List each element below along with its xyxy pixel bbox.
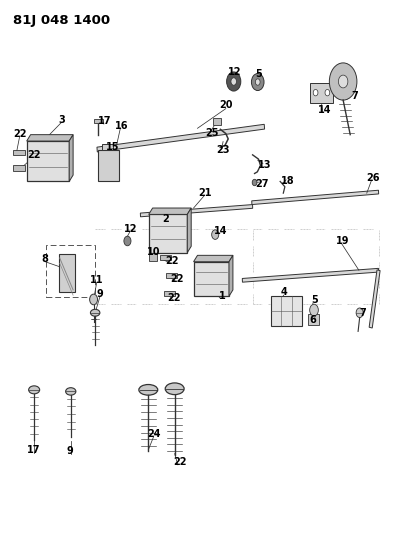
Polygon shape: [252, 190, 379, 205]
Bar: [46, 245, 95, 297]
Bar: [308, 314, 319, 325]
Text: 9: 9: [66, 446, 73, 456]
Ellipse shape: [139, 384, 158, 395]
Polygon shape: [369, 270, 380, 328]
Bar: [310, 83, 333, 103]
Text: 22: 22: [170, 274, 184, 284]
FancyBboxPatch shape: [194, 262, 229, 296]
Text: 14: 14: [318, 104, 331, 115]
Bar: [149, 253, 157, 261]
Polygon shape: [229, 255, 233, 296]
Text: 17: 17: [98, 116, 112, 126]
Ellipse shape: [165, 383, 184, 394]
Polygon shape: [242, 268, 379, 282]
FancyBboxPatch shape: [59, 254, 75, 292]
Text: 5: 5: [256, 69, 262, 78]
Circle shape: [356, 308, 363, 318]
Circle shape: [255, 79, 260, 85]
Text: 21: 21: [199, 188, 212, 198]
Bar: [102, 144, 113, 150]
Bar: [13, 150, 25, 155]
Polygon shape: [69, 135, 73, 181]
Circle shape: [310, 304, 318, 316]
Bar: [213, 118, 221, 125]
Bar: [164, 291, 175, 296]
Ellipse shape: [29, 386, 40, 394]
Text: 17: 17: [26, 445, 40, 455]
Text: 13: 13: [258, 160, 271, 171]
FancyBboxPatch shape: [149, 214, 187, 253]
Circle shape: [227, 72, 241, 91]
Text: 22: 22: [27, 150, 41, 160]
Text: 20: 20: [220, 100, 233, 110]
Text: 4: 4: [281, 287, 288, 297]
Text: 1: 1: [218, 290, 225, 301]
Polygon shape: [97, 124, 265, 152]
Text: 22: 22: [13, 128, 26, 139]
Bar: [13, 165, 25, 171]
Text: 3: 3: [58, 115, 65, 125]
Bar: [271, 296, 302, 326]
Text: 26: 26: [366, 173, 380, 183]
Circle shape: [329, 63, 357, 100]
Text: 2: 2: [163, 214, 169, 224]
Bar: [166, 273, 177, 278]
Text: 14: 14: [214, 226, 228, 236]
Text: 23: 23: [217, 144, 230, 155]
Text: 19: 19: [337, 236, 350, 246]
Text: 5: 5: [311, 295, 318, 305]
Bar: [98, 150, 119, 181]
Text: 22: 22: [173, 457, 186, 466]
Bar: [94, 119, 103, 123]
Circle shape: [231, 78, 237, 85]
FancyBboxPatch shape: [27, 141, 69, 181]
Text: 11: 11: [90, 275, 104, 285]
Text: 18: 18: [281, 176, 295, 187]
Text: 16: 16: [115, 120, 129, 131]
Text: 7: 7: [352, 91, 358, 101]
Text: 12: 12: [228, 67, 242, 77]
Polygon shape: [140, 205, 253, 217]
Text: 10: 10: [147, 247, 160, 257]
Text: 25: 25: [206, 127, 219, 138]
Circle shape: [90, 294, 98, 305]
Text: 22: 22: [165, 256, 179, 266]
Text: 27: 27: [256, 179, 269, 189]
Bar: [160, 255, 171, 260]
Text: 22: 22: [167, 293, 181, 303]
Circle shape: [252, 179, 257, 185]
Text: 7: 7: [359, 308, 366, 318]
Text: 81J 048 1400: 81J 048 1400: [13, 14, 110, 27]
Text: 15: 15: [106, 142, 120, 152]
Circle shape: [325, 90, 330, 96]
Text: 12: 12: [124, 224, 137, 235]
Ellipse shape: [90, 309, 100, 316]
Text: 6: 6: [309, 314, 316, 325]
Circle shape: [212, 230, 219, 239]
Polygon shape: [149, 208, 191, 214]
Polygon shape: [187, 208, 191, 253]
Ellipse shape: [66, 387, 76, 395]
Circle shape: [124, 236, 131, 246]
Circle shape: [252, 74, 264, 91]
Circle shape: [313, 90, 318, 96]
Polygon shape: [27, 135, 73, 141]
Polygon shape: [194, 255, 233, 262]
Text: 24: 24: [147, 429, 161, 439]
Circle shape: [312, 317, 316, 322]
Circle shape: [339, 75, 348, 88]
Text: 9: 9: [97, 289, 103, 299]
Text: 8: 8: [42, 254, 49, 263]
